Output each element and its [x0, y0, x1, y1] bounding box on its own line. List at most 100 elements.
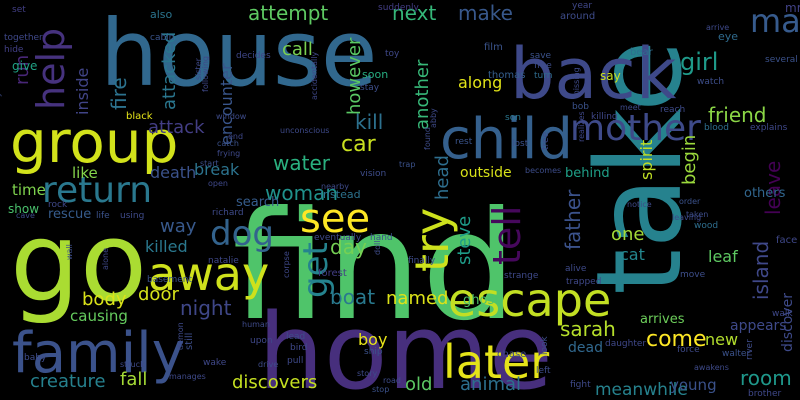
word-open: open — [208, 179, 228, 188]
word-still: still — [184, 333, 195, 350]
word-outside: outside — [460, 165, 512, 181]
word-nearby: nearby — [321, 182, 349, 191]
word-save: save — [530, 51, 552, 61]
word-run: run — [12, 55, 33, 85]
word-rest: rest — [455, 137, 473, 147]
word-taken: taken — [686, 210, 708, 219]
word-life: life — [96, 211, 110, 221]
word-following: following — [201, 56, 210, 92]
word-hand: hand — [370, 233, 393, 243]
word-decides: decides — [236, 51, 271, 61]
word-leave: leave — [761, 161, 785, 215]
word-break: break — [194, 160, 240, 179]
word-fall: fall — [120, 369, 147, 390]
word-named: named — [386, 288, 448, 309]
word-way: way — [160, 216, 197, 237]
word-away: away — [148, 247, 269, 301]
word-end: end — [228, 132, 243, 141]
word-return: return — [42, 170, 152, 211]
word-young: young — [670, 376, 717, 394]
word-andy: andy — [0, 92, 2, 112]
word-soon: soon — [362, 68, 388, 81]
word-ghost: ghost — [463, 293, 499, 308]
word-find: find — [232, 180, 517, 354]
word-blood: blood — [704, 123, 729, 133]
word-attack: attack — [148, 117, 205, 138]
word-come: come — [646, 327, 707, 352]
word-encounter: encounter — [217, 63, 236, 145]
word-watch: watch — [697, 77, 724, 87]
word-get: get — [296, 242, 336, 298]
word-however: however — [344, 37, 365, 115]
word-attacked: attacked — [159, 32, 180, 110]
word-explains: explains — [750, 123, 788, 133]
word-doll: doll — [373, 241, 382, 255]
word-head: head — [432, 155, 453, 200]
word-trap: trap — [399, 160, 415, 169]
word-baby: baby — [24, 353, 47, 363]
word-unconscious: unconscious — [280, 126, 329, 135]
word-killed: killed — [145, 237, 188, 256]
word-wood: wood — [694, 221, 718, 231]
word-alive: alive — [565, 264, 587, 274]
word-house: house — [100, 0, 377, 107]
word-demon: demon — [176, 322, 185, 350]
word-abby: abby — [429, 108, 438, 128]
word-time: time — [12, 181, 46, 199]
word-reach: reach — [660, 105, 685, 115]
word-year: year — [572, 1, 592, 11]
word-several: several — [765, 55, 798, 65]
word-wake: wake — [203, 358, 227, 368]
word-hide: hide — [4, 45, 24, 55]
word-suddenly: suddenly — [378, 3, 420, 13]
word-bob: bob — [572, 102, 589, 112]
word-thomas: thomas — [488, 70, 525, 81]
word-arrives: arrives — [640, 312, 685, 327]
word-cabin: cabin — [150, 33, 174, 43]
word-around: around — [560, 11, 595, 22]
word-son: son — [505, 113, 521, 123]
word-natalie: natalie — [208, 256, 239, 266]
word-animal: animal — [460, 374, 521, 395]
word-richard: richard — [212, 208, 244, 218]
word-stay: stay — [360, 83, 380, 93]
word-call: call — [282, 39, 313, 60]
word-another: another — [412, 59, 433, 130]
word-chase: chase — [497, 349, 526, 360]
word-catch: catch — [217, 139, 239, 148]
word-say: say — [600, 69, 621, 83]
word-water: water — [273, 151, 331, 175]
word-island: island — [749, 241, 773, 300]
word-escape: escape — [448, 273, 611, 327]
word-car: car — [341, 132, 377, 157]
word-causing: causing — [70, 307, 128, 325]
word-frying: frying — [217, 149, 240, 158]
word-becomes: becomes — [525, 166, 561, 175]
word-road: road — [383, 376, 401, 385]
word-walter: walter — [722, 349, 750, 359]
word-tree: tree — [541, 131, 551, 150]
word-together: together — [4, 33, 43, 43]
word-old: old — [405, 374, 432, 395]
word-ship: ship — [364, 347, 383, 357]
word-dog: dog — [210, 214, 274, 254]
word-try: try — [405, 208, 459, 272]
word-meanwhile: meanwhile — [595, 380, 688, 400]
word-alone: alone — [101, 248, 110, 270]
word-arrive: arrive — [706, 23, 729, 32]
word-eye: eye — [718, 30, 738, 43]
word-rescue: rescue — [48, 207, 91, 222]
word-drive: drive — [258, 360, 278, 369]
word-attempt: attempt — [248, 1, 328, 25]
word-face: face — [776, 235, 797, 246]
word-instead: instead — [320, 188, 361, 201]
word-bird: bird — [290, 343, 307, 353]
word-door: door — [138, 284, 179, 305]
word-upon: upon — [250, 336, 273, 346]
word-bear: bear — [630, 47, 654, 58]
word-night: night — [180, 296, 232, 320]
word-behind: behind — [565, 166, 610, 181]
word-discover: discover — [780, 293, 796, 352]
